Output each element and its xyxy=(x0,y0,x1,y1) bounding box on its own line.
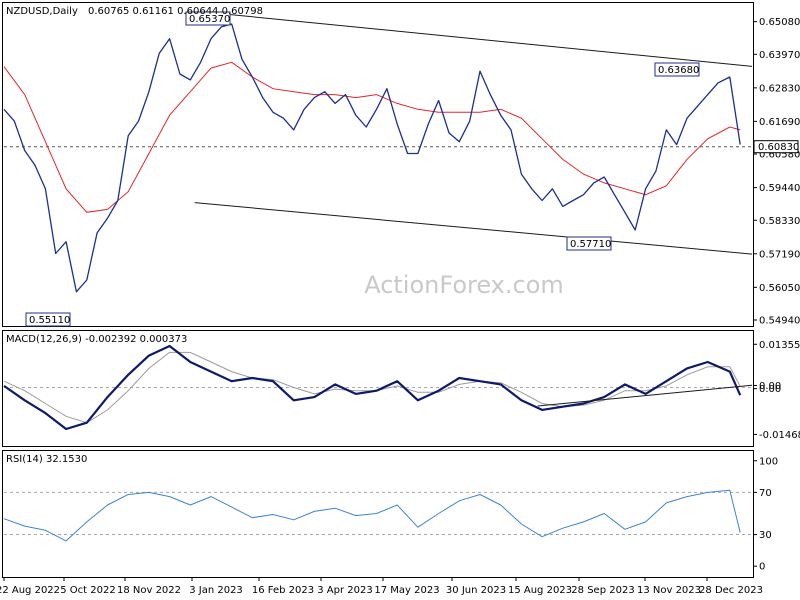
x-tick-label: 5 Oct 2022 xyxy=(60,585,115,596)
annotation-box xyxy=(654,62,700,77)
current-price-label: 0.60830 xyxy=(758,142,799,153)
y-tick-label: 0.65080 xyxy=(759,17,800,28)
rsi-panel xyxy=(2,450,754,578)
macd-panel xyxy=(2,330,754,447)
macd-series xyxy=(3,344,753,431)
y-tick-label: 0.00 xyxy=(759,384,781,395)
lower-channel-line xyxy=(194,202,753,255)
watermark: ActionForex.com xyxy=(364,271,564,299)
annotation-label: 0.55110 xyxy=(29,315,70,326)
rsi-title: RSI(14) 32.1530 xyxy=(6,454,87,465)
price-line xyxy=(3,23,741,293)
x-tick-label: 15 Aug 2023 xyxy=(508,585,572,596)
x-tick-label: 17 May 2023 xyxy=(374,585,439,596)
y-tick-label: 0.58330 xyxy=(759,216,800,227)
y-tick-label: 30 xyxy=(759,530,772,541)
rsi-line xyxy=(3,489,741,542)
y-tick-label: 0.00 xyxy=(759,381,781,392)
axis-labels: 0.65080 0.63970 0.62830 0.61690 0.60580 0.594… xyxy=(0,17,800,596)
annotation-label: 0.65370 xyxy=(189,14,230,25)
x-tick-label: 28 Sep 2023 xyxy=(571,585,634,596)
ohlc-readout: 0.60765 0.61161 0.60644 0.60798 xyxy=(88,6,263,17)
y-tick-label: 0.013555 xyxy=(759,340,800,351)
x-tick-label: 18 Nov 2022 xyxy=(117,585,181,596)
y-tick-label: 0.59440 xyxy=(759,183,800,194)
rsi-series xyxy=(3,489,741,542)
y-tick-label: 0.57190 xyxy=(759,249,800,260)
current-price-badge xyxy=(753,140,799,154)
annotation-label: 0.63680 xyxy=(658,65,699,76)
annotation-box xyxy=(185,11,231,26)
y-tick-label: -0.014684 xyxy=(759,430,800,441)
y-tick-label: 0.61690 xyxy=(759,117,800,128)
x-tick-label: 3 Jan 2023 xyxy=(189,585,243,596)
annotation-box xyxy=(566,236,612,251)
annotation-box xyxy=(25,312,71,327)
moving-average-line xyxy=(3,61,741,213)
x-tick-label: 28 Dec 2023 xyxy=(699,585,763,596)
y-tick-label: 70 xyxy=(759,488,772,499)
price-panel xyxy=(2,2,754,327)
macd-line xyxy=(3,344,742,431)
y-tick-label: 100 xyxy=(759,456,778,467)
x-tick-label: 13 Nov 2023 xyxy=(637,585,701,596)
x-tick-label: 22 Aug 2022 xyxy=(0,585,60,596)
y-tick-label: 0.60580 xyxy=(759,150,800,161)
y-tick-label: 0.63970 xyxy=(759,50,800,61)
x-tick-label: 16 Feb 2023 xyxy=(252,585,314,596)
upper-channel-line xyxy=(215,12,753,67)
macd-trendline xyxy=(537,384,753,407)
x-tick-label: 30 Jun 2023 xyxy=(446,585,506,596)
y-tick-label: 0.62830 xyxy=(759,83,800,94)
price-series xyxy=(3,12,753,293)
grid-lines xyxy=(4,146,752,536)
y-tick-label: 0.54940 xyxy=(759,315,800,326)
price-title: NZDUSD,Daily xyxy=(6,6,78,17)
x-tick-label: 3 Apr 2023 xyxy=(317,585,372,596)
y-tick-label: 0.56050 xyxy=(759,283,800,294)
price-annotations: 0.65370 0.63680 0.57710 0.55110 xyxy=(25,11,700,327)
annotation-label: 0.57710 xyxy=(570,239,611,250)
macd-title: MACD(12,26,9) -0.002392 0.000373 xyxy=(6,334,187,345)
y-tick-label: 0 xyxy=(759,562,765,573)
